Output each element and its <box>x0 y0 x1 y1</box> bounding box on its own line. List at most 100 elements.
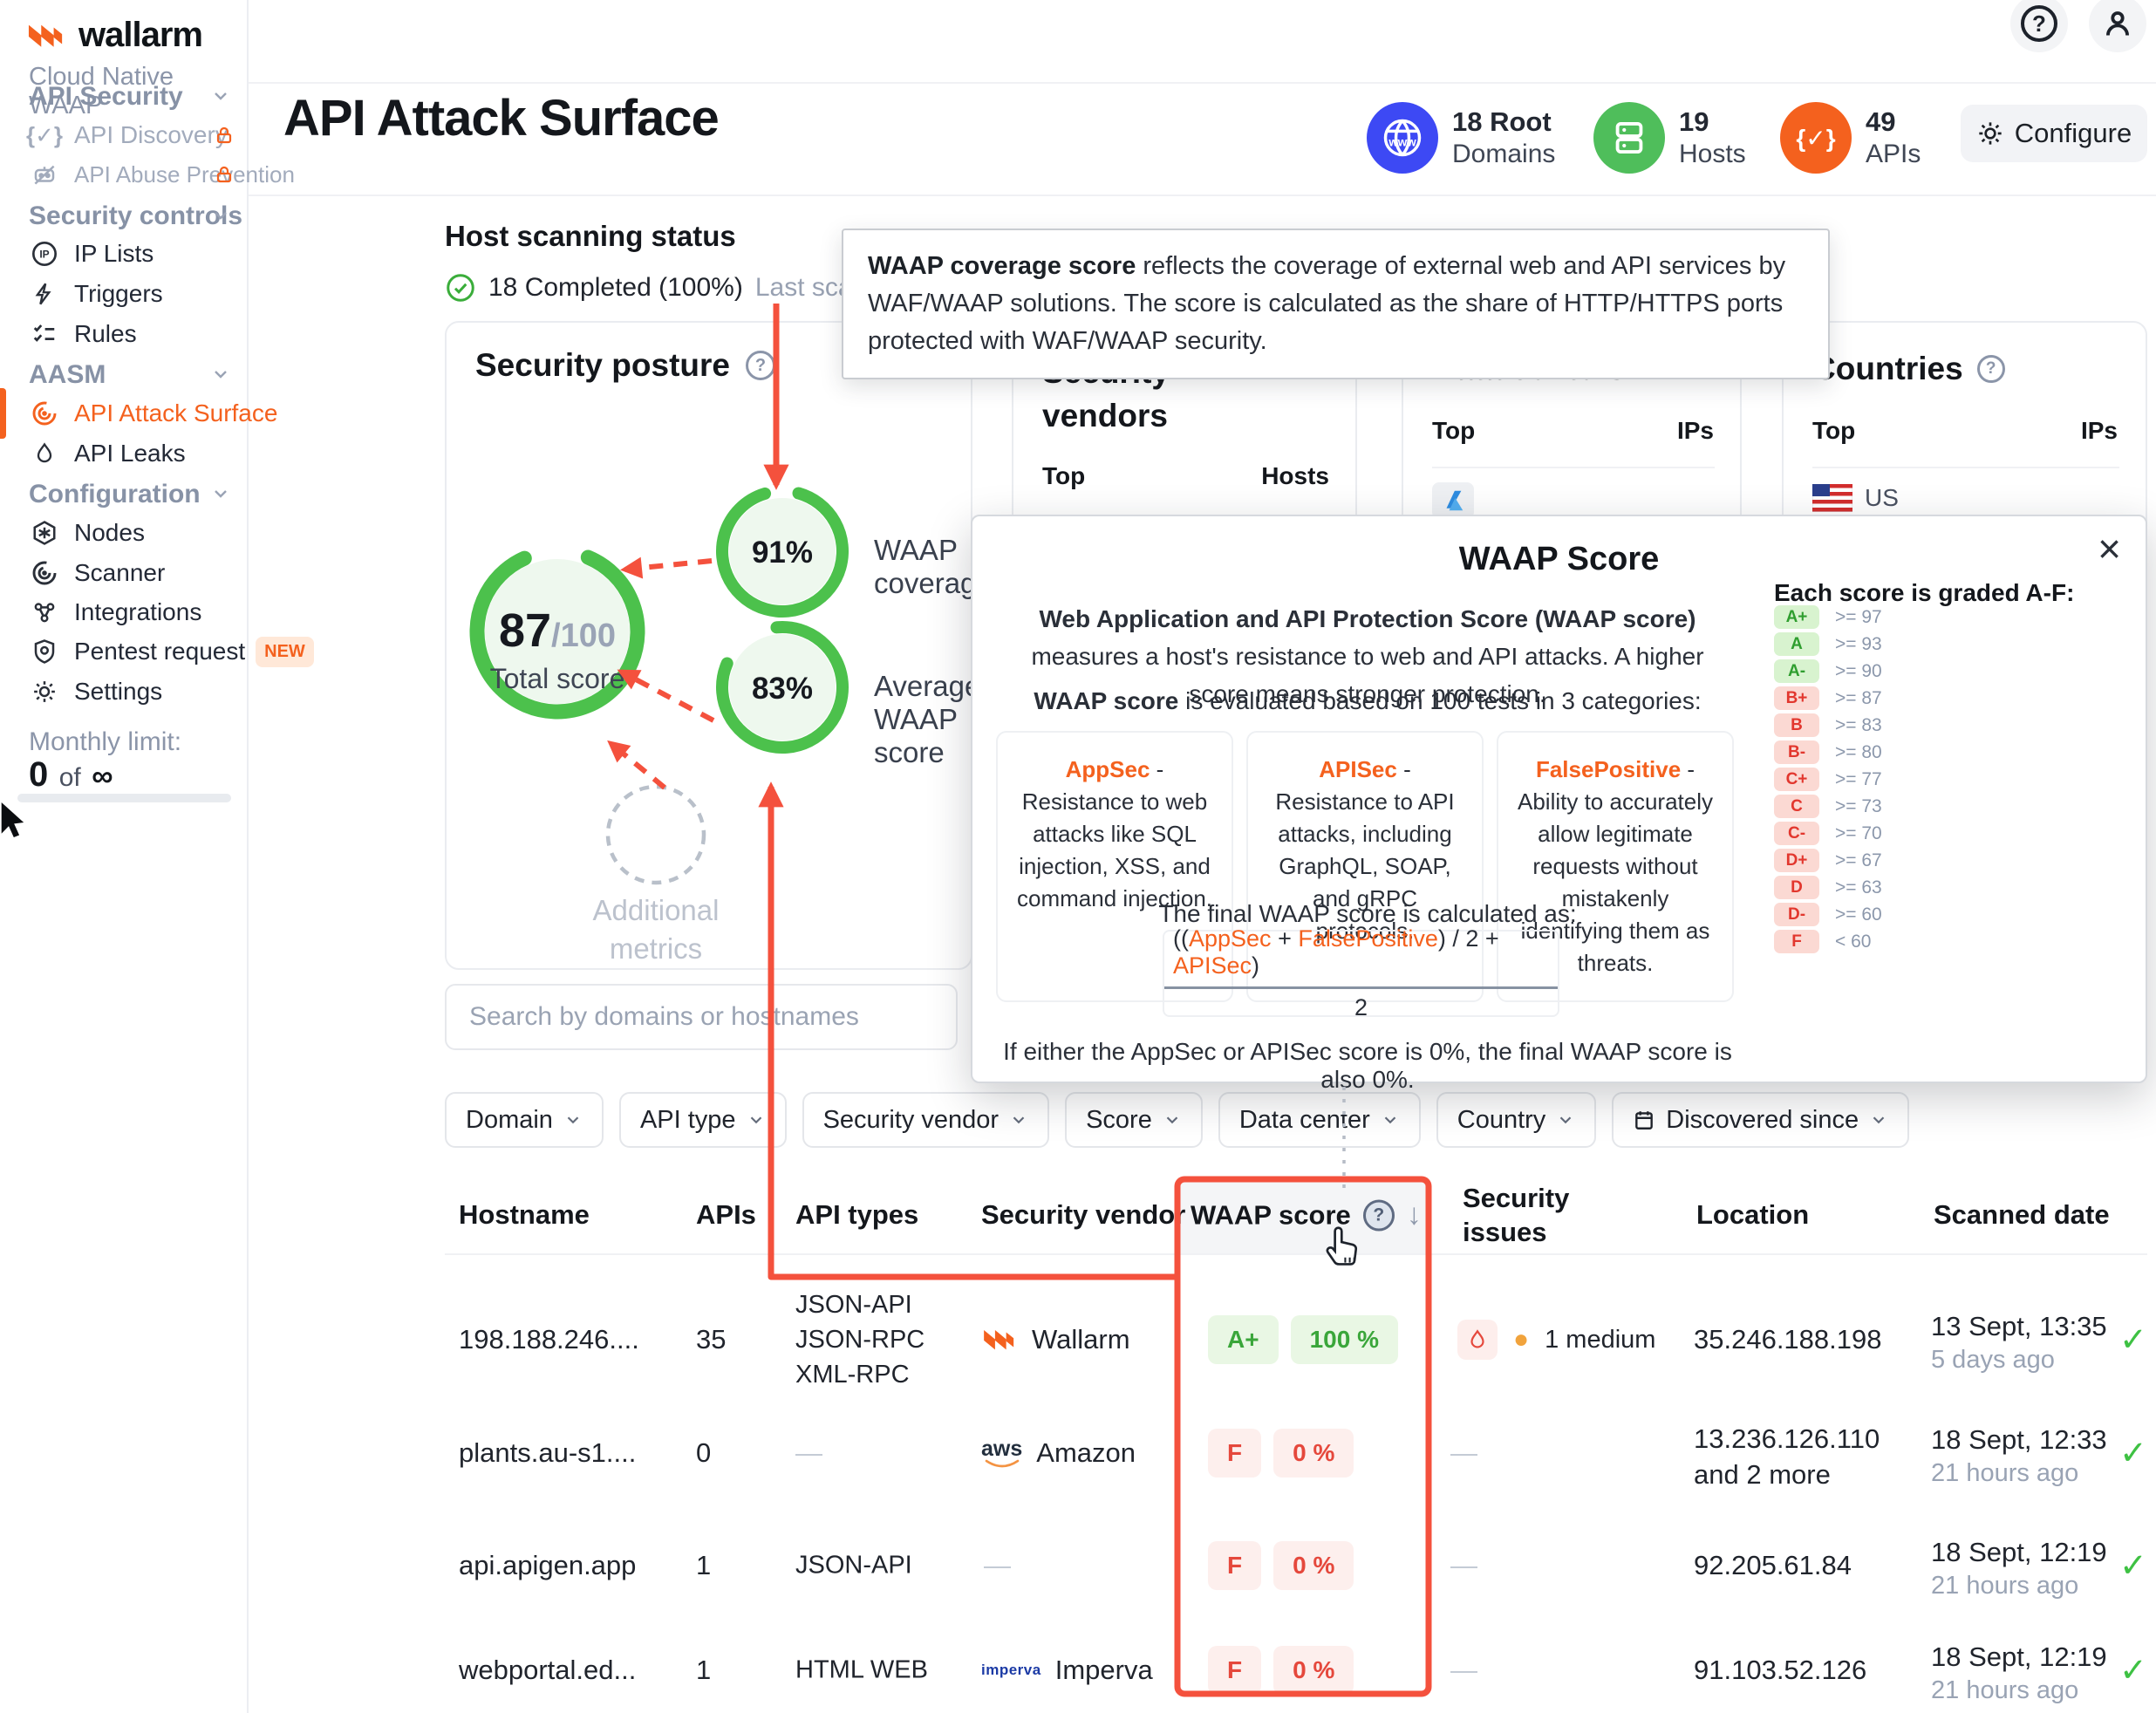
chevron-down-icon <box>1560 1116 1572 1124</box>
grade-badge: D- <box>1774 903 1819 926</box>
grade-badge: F <box>1208 1429 1262 1478</box>
col-waap-score[interactable]: WAAP score ? ↓ <box>1191 1198 1422 1232</box>
us-flag-icon <box>1812 484 1852 512</box>
score-badge: 100 % <box>1290 1315 1398 1364</box>
lightning-icon <box>29 282 60 306</box>
modal-title: WAAP Score <box>1458 541 1660 577</box>
help-circle-icon[interactable]: ? <box>1362 1199 1395 1231</box>
col-scanned-date[interactable]: Scanned date <box>1934 1199 2110 1230</box>
posture-title: Security posture <box>475 347 730 383</box>
formula-label: The final WAAP score is calculated as: <box>1158 900 1577 927</box>
security-issues-cell: — <box>1450 1550 1477 1580</box>
sidebar-item-ip-lists[interactable]: IP IP Lists <box>0 234 249 274</box>
chevron-down-icon[interactable] <box>210 364 231 385</box>
hostname-cell[interactable]: plants.au-s1.... <box>459 1437 637 1468</box>
wallarm-vendor-icon <box>981 1325 1018 1355</box>
grade-badge: B- <box>1774 740 1819 764</box>
hostname-cell[interactable]: api.apigen.app <box>459 1550 637 1580</box>
braces-check-icon: {✓} <box>25 121 64 148</box>
logo-text: wallarm <box>78 16 203 54</box>
braces-check-icon: {✓} <box>1780 102 1852 174</box>
col-security-issues[interactable]: Security issues <box>1463 1183 1570 1247</box>
col-location[interactable]: Location <box>1696 1199 1810 1230</box>
user-button[interactable] <box>2089 0 2146 52</box>
waap-score-cell: F 0 % <box>1208 1646 1354 1695</box>
scan-check-icon: ✓ <box>2119 1652 2147 1689</box>
vendor-cell: Wallarm <box>981 1324 1130 1355</box>
filter-bar: Domain API type Security vendor Score Da… <box>445 1092 1910 1148</box>
security-issues-cell[interactable]: ● 1 medium <box>1457 1320 1655 1360</box>
col-hostname[interactable]: Hostname <box>459 1199 590 1230</box>
sidebar-item-api-attack-surface[interactable]: API Attack Surface <box>0 388 277 439</box>
vendor-cell: — <box>984 1550 1011 1580</box>
calendar-icon <box>1635 1111 1654 1129</box>
col-apis[interactable]: APIs <box>696 1199 756 1230</box>
radar-spiral-icon <box>29 399 60 427</box>
vendor-cell: aws Amazon <box>981 1437 1136 1468</box>
configure-button[interactable]: Configure <box>1961 105 2147 162</box>
search-box[interactable] <box>445 984 958 1050</box>
sidebar: wallarm Cloud Native WAAP API Security {… <box>0 0 314 1713</box>
formula-numerator: ((AppSec + FalsePositive) / 2 + APISec) <box>1164 925 1558 989</box>
chevron-down-icon[interactable] <box>210 205 231 226</box>
search-input[interactable] <box>469 986 948 1048</box>
help-button[interactable]: ? <box>2010 0 2068 52</box>
sidebar-item-settings[interactable]: Settings <box>0 672 249 712</box>
sidebar-item-pentest-request[interactable]: Pentest request NEW <box>0 631 314 672</box>
person-icon <box>2101 7 2134 40</box>
grade-badge: A+ <box>1208 1315 1279 1364</box>
grade-badge: D <box>1774 876 1819 899</box>
filter-discovered-since[interactable]: Discovered since <box>1612 1092 1910 1148</box>
apis-cell: 1 <box>696 1655 712 1685</box>
sidebar-section-api-security[interactable]: API Security <box>29 82 183 111</box>
sidebar-item-integrations[interactable]: Integrations <box>0 592 249 632</box>
topbar-divider <box>249 82 2156 84</box>
sidebar-section-security-controls[interactable]: Security controls <box>29 201 243 230</box>
api-types-cell: HTML WEB <box>795 1655 928 1684</box>
security-issues-cell: — <box>1450 1437 1477 1468</box>
filter-domain[interactable]: Domain <box>445 1092 604 1148</box>
sort-desc-icon[interactable]: ↓ <box>1406 1198 1422 1232</box>
chevron-down-icon[interactable] <box>210 85 231 106</box>
mouse-cursor-arrow <box>0 802 30 843</box>
help-circle-icon[interactable]: ? <box>745 351 775 380</box>
location-cell: 92.205.61.84 <box>1694 1550 1852 1580</box>
sidebar-item-api-abuse-prevention[interactable]: API Abuse Prevention <box>0 154 295 195</box>
filter-api-type[interactable]: API type <box>618 1092 787 1148</box>
col-security-vendor[interactable]: Security vendor <box>981 1199 1186 1230</box>
vendors-col-top: Top <box>1042 462 1086 489</box>
sidebar-item-triggers[interactable]: Triggers <box>0 274 249 314</box>
filter-score[interactable]: Score <box>1065 1092 1203 1148</box>
score-badge: 0 % <box>1273 1541 1354 1590</box>
col-api-types[interactable]: API types <box>795 1199 919 1230</box>
scan-completed-text: 18 Completed (100%) <box>488 273 743 302</box>
apis-cell: 1 <box>696 1550 712 1580</box>
score-badge: 0 % <box>1273 1429 1354 1478</box>
sidebar-item-nodes[interactable]: Nodes <box>0 513 249 553</box>
location-cell: 91.103.52.126 <box>1694 1655 1867 1685</box>
sidebar-section-aasm[interactable]: AASM <box>29 360 106 389</box>
sidebar-item-scanner[interactable]: Scanner <box>0 553 249 593</box>
hostname-cell[interactable]: 198.188.246.... <box>459 1324 639 1355</box>
filter-country[interactable]: Country <box>1436 1092 1597 1148</box>
sidebar-section-configuration[interactable]: Configuration <box>29 480 201 508</box>
gear-icon <box>1976 119 2004 147</box>
chevron-down-icon[interactable] <box>210 483 231 504</box>
droplet-icon <box>29 441 60 466</box>
filter-data-center[interactable]: Data center <box>1218 1092 1421 1148</box>
filter-security-vendor[interactable]: Security vendor <box>802 1092 1050 1148</box>
sidebar-item-api-discovery[interactable]: {✓} API Discovery <box>0 115 249 155</box>
api-types-cell: JSON-API JSON-RPC XML-RPC <box>795 1291 925 1389</box>
datacenters-col-top: Top <box>1432 417 1476 444</box>
security-posture-card: Security posture ? 87/100 Total score 91… <box>445 321 993 970</box>
logo[interactable]: wallarm <box>26 16 203 55</box>
sidebar-item-api-leaks[interactable]: API Leaks <box>0 433 249 474</box>
sidebar-item-rules[interactable]: Rules <box>0 314 249 354</box>
api-types-cell: — <box>795 1437 822 1468</box>
new-badge: NEW <box>256 636 314 667</box>
active-indicator <box>0 388 6 439</box>
close-icon[interactable]: × <box>2098 526 2121 571</box>
help-circle-icon[interactable]: ? <box>1976 355 2005 383</box>
hostname-cell[interactable]: webportal.ed... <box>459 1655 637 1685</box>
scanned-date-cell: 18 Sept, 12:19 21 hours ago <box>1931 1537 2107 1600</box>
